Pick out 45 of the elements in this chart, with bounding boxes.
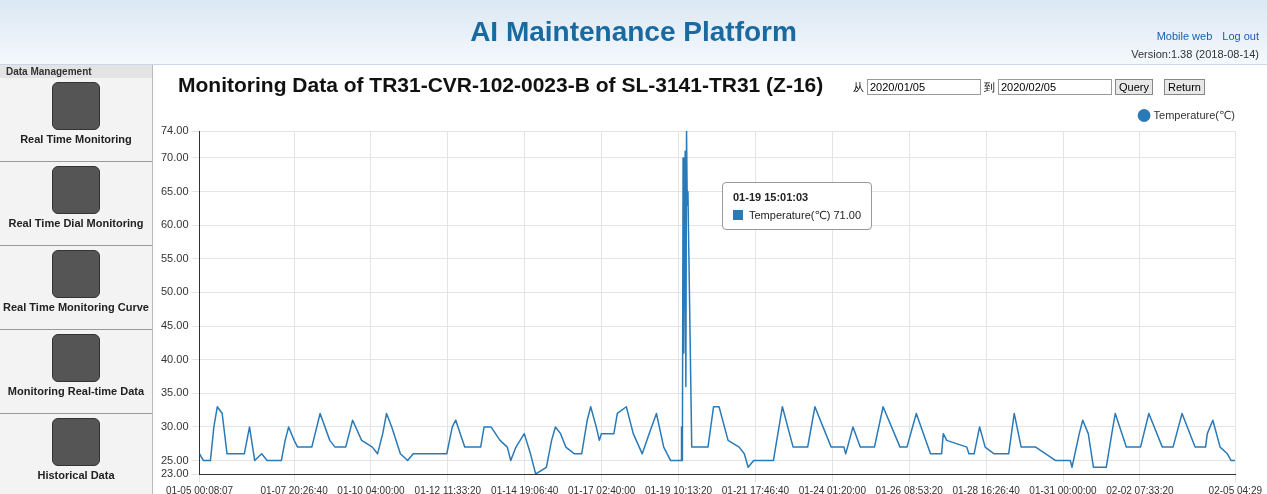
y-tick-label: 50.00 (161, 285, 189, 298)
y-tick-label: 35.00 (161, 386, 189, 399)
text: 从 (853, 79, 864, 95)
text: Version:1.38 (2018-08-14) (1131, 48, 1259, 60)
text: Mobile web (1156, 30, 1213, 42)
annotation: 01-19 15:01:03 Temperature(℃) 71.00 (733, 190, 862, 223)
y-tick-label: 30.00 (161, 419, 189, 432)
x-tick-label: 01-07 20:26:40 (260, 484, 329, 494)
x-tick-label: 01-21 17:46:40 (721, 484, 790, 494)
x-tick-label: 01-31 00:00:00 (1029, 484, 1098, 494)
y-tick-label: 74.00 (161, 124, 189, 137)
x-tick-label: 01-10 04:00:00 (337, 484, 406, 494)
text: Return (1163, 79, 1205, 95)
text: Real Time Dial Monitoring (7, 217, 145, 230)
x-tick-label: 02-05 04:29 (1208, 484, 1263, 494)
legend-label: Temperature(℃) (1153, 108, 1236, 121)
y-tick-label: 70.00 (161, 150, 189, 163)
y-tick-label: 23.00 (161, 467, 189, 480)
text: Data Management (0, 65, 152, 78)
x-tick-label: 02-02 07:33:20 (1106, 484, 1174, 494)
text: Real Time Monitoring Curve (2, 301, 150, 314)
text: AI Maintenance Platform (470, 16, 797, 47)
text: 到 (984, 79, 995, 95)
y-tick-label: 55.00 (161, 251, 189, 264)
x-tick-label: 01-28 16:26:40 (952, 484, 1021, 494)
x-tick-label: 01-17 02:40:00 (568, 484, 636, 494)
y-tick-label: 40.00 (161, 352, 189, 365)
text: 2020/02/05 (998, 79, 1112, 95)
text: Real Time Monitoring (19, 133, 133, 146)
text: Historical Data (36, 469, 116, 482)
x-tick-label: 01-26 08:53:20 (875, 484, 944, 494)
x-tick-label: 01-14 19:06:40 (491, 484, 559, 494)
text: Monitoring Real-time Data (6, 385, 146, 398)
y-tick-label: 45.00 (161, 319, 189, 332)
text: Log out (1222, 30, 1259, 42)
x-tick-label: 01-12 11:33:20 (414, 484, 482, 494)
x-tick-label: 01-05 00:08:07 (165, 484, 234, 494)
y-tick-label: 25.00 (161, 453, 189, 466)
x-tick-label: 01-19 10:13:20 (644, 484, 713, 494)
text: Query (1115, 79, 1153, 95)
chart-title: Monitoring Data of TR31-CVR-102-0023-B of SL-3141-TR31 (Z-16) (178, 73, 824, 97)
x-tick-label: 01-24 01:20:00 (798, 484, 867, 494)
text: 2020/01/05 (867, 79, 981, 95)
y-tick-label: 65.00 (161, 184, 189, 197)
y-tick-label: 60.00 (161, 218, 189, 231)
